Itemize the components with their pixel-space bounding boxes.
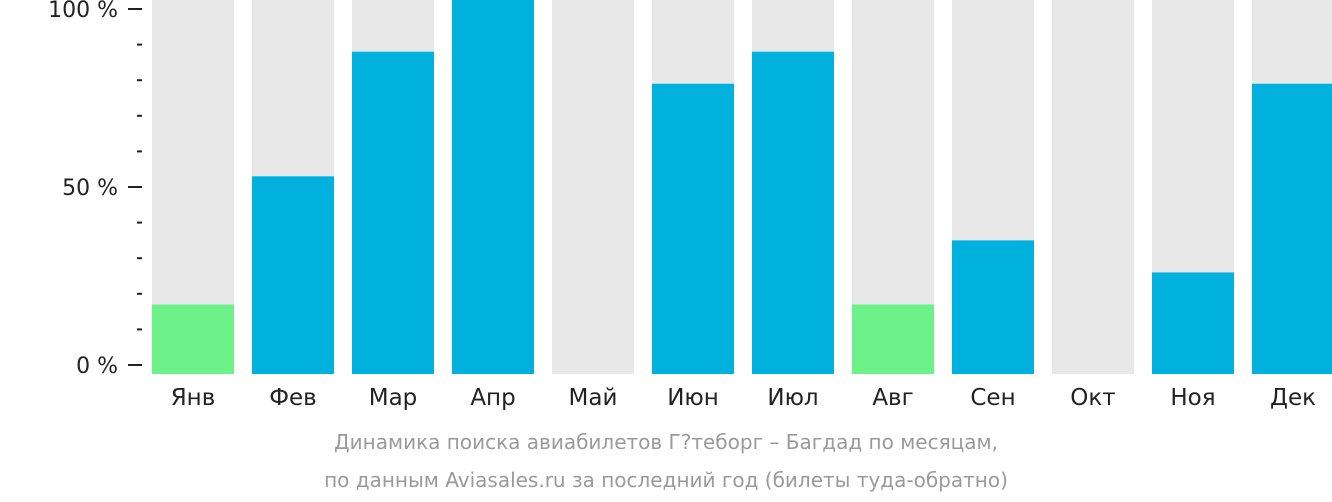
bar-8[interactable] <box>852 304 934 374</box>
x-tick-label: Май <box>569 385 618 411</box>
x-tick-label: Янв <box>171 385 216 411</box>
y-tick-label: 100 % <box>48 0 118 23</box>
bar-4[interactable] <box>452 0 534 374</box>
bar-3[interactable] <box>352 51 434 374</box>
bar-9[interactable] <box>952 240 1034 374</box>
bar-1[interactable] <box>152 304 234 374</box>
x-tick-label: Июл <box>767 385 818 411</box>
bar-11[interactable] <box>1152 272 1234 374</box>
x-tick-label: Мар <box>369 385 418 411</box>
bar-7[interactable] <box>752 51 834 374</box>
bar-2[interactable] <box>252 176 334 374</box>
bar-background <box>1052 0 1134 374</box>
y-tick-label: 0 % <box>76 354 118 379</box>
x-tick-label: Сен <box>970 385 1015 411</box>
y-tick-label: 50 % <box>62 176 118 201</box>
x-tick-label: Июн <box>667 385 719 411</box>
x-tick-label: Авг <box>872 385 913 411</box>
bar-6[interactable] <box>652 83 734 374</box>
chart-caption-line-1: Динамика поиска авиабилетов Г?теборг – Б… <box>334 430 998 454</box>
bar-chart: 0 % 50 % 100 % Янв Фев Мар Апр Май Июн Июл Авг Сен О… <box>48 0 1332 411</box>
x-tick-label: Окт <box>1070 385 1115 411</box>
bar-12[interactable] <box>1252 83 1332 374</box>
x-tick-label: Апр <box>470 385 515 411</box>
x-tick-label: Дек <box>1270 385 1316 411</box>
bar-background <box>552 0 634 374</box>
chart-caption-line-2: по данным Aviasales.ru за последний год … <box>324 468 1008 492</box>
x-tick-label: Фев <box>269 385 317 411</box>
x-tick-label: Ноя <box>1170 385 1215 411</box>
